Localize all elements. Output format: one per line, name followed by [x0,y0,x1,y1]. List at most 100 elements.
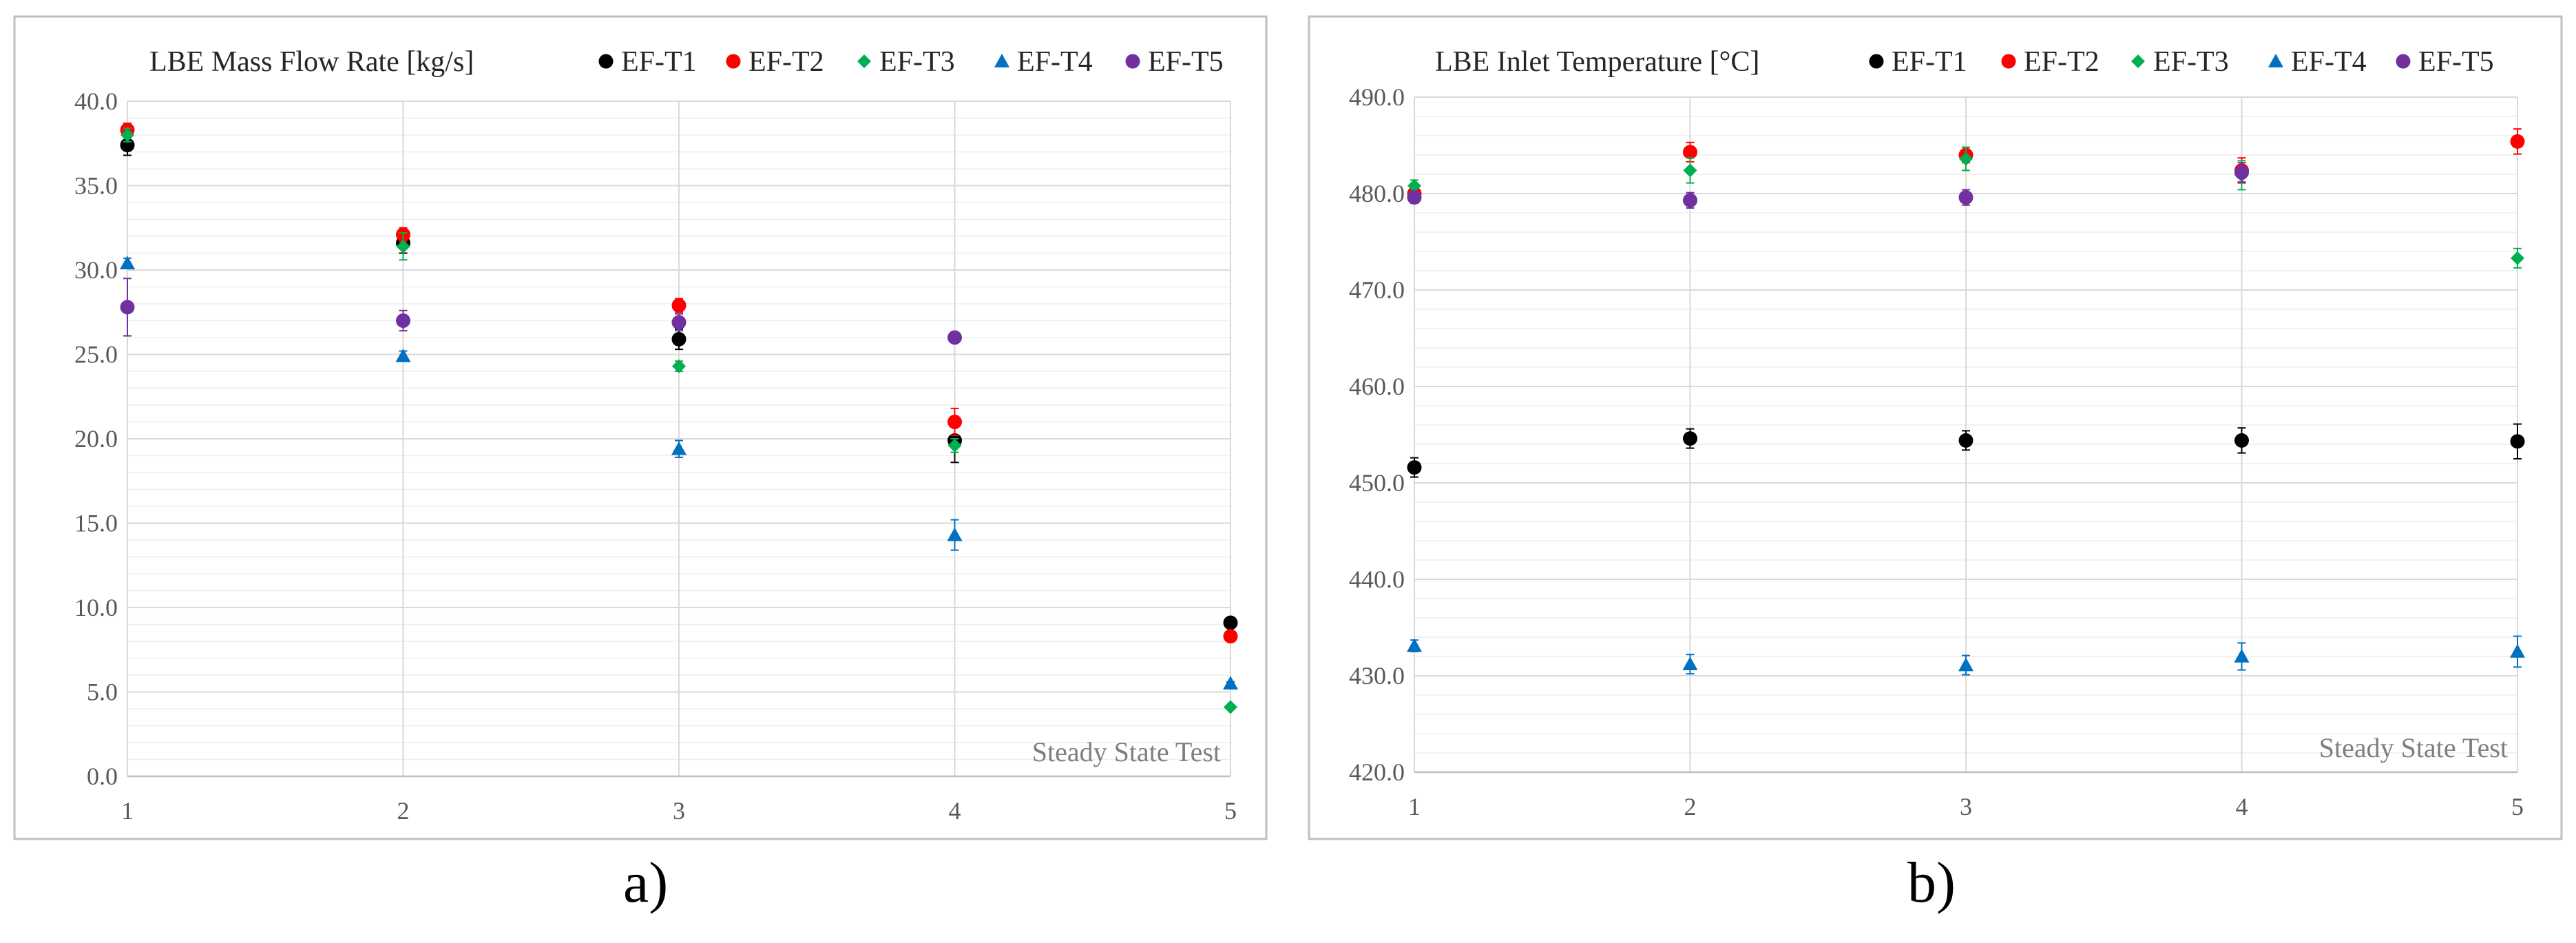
chartb-point-ef-t1 [1683,431,1697,446]
charta-point-ef-t3 [1224,700,1237,714]
charta-x-tick-label: 4 [949,797,961,825]
charta-point-ef-t1 [671,331,687,346]
charta-x-tick-label: 2 [397,797,410,825]
charta-legend-marker-ef-t5 [1125,54,1140,69]
chartb-point-ef-t2 [2510,134,2525,149]
chartb-series-ef-t1 [1407,423,2525,478]
chartb-point-ef-t2 [1683,145,1697,160]
charta-frame [13,15,1268,840]
chartb-legend-marker-ef-t3 [2131,54,2145,68]
chartb-y-tick-label: 480.0 [1349,180,1405,207]
chartb-x-tick-label: 2 [1684,793,1697,820]
charta-point-ef-t3 [396,239,410,253]
charta-point-ef-t5 [396,313,410,328]
chartb-legend-label: EF-T5 [2418,46,2494,78]
chartb-legend-label: EF-T2 [2024,46,2099,78]
chart-b: 420.0 430.0 440.0 450.0 460.0 470.0 480.0 490.0… [1295,0,2576,851]
chartb-point-ef-t4 [1407,638,1422,652]
charta-point-ef-t4 [120,256,135,269]
chart-a: 0.0 5.0 10.0 15.0 20.0 25.0 30.0 35.0 40.0 1 2 3 4 5 L… [0,0,1281,851]
charta-y-tick-label: 5.0 [87,678,118,706]
charta-legend-marker-ef-t4 [994,54,1009,68]
chartb-x-tick-label: 5 [2511,793,2524,820]
charta-legend-label: EF-T3 [879,46,955,78]
charta-point-ef-t3 [672,359,686,373]
charta-point-ef-t1 [1223,615,1238,630]
charta-y-tick-label: 35.0 [74,172,118,200]
charta-point-ef-t4 [1223,676,1238,690]
chartb-y-tick-label: 460.0 [1349,373,1405,400]
chartb-y-tick-label: 440.0 [1349,566,1405,593]
charta-legend-label: EF-T5 [1148,46,1224,78]
charta-y-tick-label: 15.0 [74,510,118,537]
charta-point-ef-t5 [671,315,687,330]
chartb-point-ef-t5 [1407,190,1422,205]
chartb-x-tick-label: 4 [2236,793,2248,820]
charta-x-tick-label: 5 [1224,797,1237,825]
charta-point-ef-t5 [120,300,135,315]
chartb-point-ef-t3 [1959,152,1973,166]
chartb-y-tick-label: 490.0 [1349,83,1405,111]
charta-legend-marker-ef-t3 [857,54,871,68]
charta-legend-label: EF-T4 [1017,46,1093,78]
chartb-y-tick-label: 420.0 [1349,758,1405,786]
chartb-point-ef-t4 [2510,644,2525,658]
charta-y-tick-label: 25.0 [74,341,118,369]
chartb-point-ef-t1 [1407,460,1422,475]
charta-series-ef-t4 [120,256,1238,690]
charta-point-ef-t3 [947,438,962,453]
charta-legend-marker-ef-t1 [598,54,614,69]
chartb-series-ef-t4 [1407,635,2525,676]
chartb-point-ef-t4 [1958,657,1973,672]
charta-title: LBE Mass Flow Rate [kg/s] [149,46,474,78]
charta-y-tick-label: 20.0 [74,425,118,453]
chartb-x-tick-label: 1 [1408,793,1421,820]
chartb-point-ef-t3 [2511,251,2524,265]
chartb-y-tick-label: 470.0 [1349,276,1405,304]
chartb-point-ef-t4 [1682,656,1698,670]
chartb-legend-marker-ef-t5 [2396,54,2411,69]
chartb-point-ef-t5 [1683,193,1697,208]
charta-legend-label: EF-T1 [621,46,697,78]
charta-legend-label: EF-T2 [748,46,824,78]
charta-point-ef-t4 [671,441,687,455]
chartb-point-ef-t1 [2510,434,2525,449]
chartb-point-ef-t3 [1683,163,1697,178]
chartb-legend-label: EF-T3 [2153,46,2229,78]
chartb-legend-label: EF-T4 [2291,46,2367,78]
charta-legend-marker-ef-t2 [726,54,741,69]
caption-b: b) [1907,851,1956,915]
charta-x-tick-label: 1 [121,797,134,825]
charta-y-tick-label: 0.0 [87,763,118,790]
charta-point-ef-t5 [947,330,962,345]
chartb-point-ef-t3 [1407,178,1421,193]
charta-series-ef-t5 [120,278,962,345]
charta-y-tick-label: 30.0 [74,256,118,284]
charta-point-ef-t4 [395,348,411,362]
charta-annotation: Steady State Test [1032,736,1221,767]
charta-y-tick-label: 40.0 [74,87,118,115]
chartb-point-ef-t1 [1958,433,1973,448]
charta-grid [127,101,1231,777]
chart-a-svg: 0.0 5.0 10.0 15.0 20.0 25.0 30.0 35.0 40.0 1 2 3 4 5 L… [13,15,1268,840]
chartb-series-ef-t5 [1407,162,2249,209]
chartb-point-ef-t1 [2234,433,2249,448]
chartb-legend-marker-ef-t2 [2001,54,2016,69]
chartb-title: LBE Inlet Temperature [°C] [1435,46,1759,78]
chartb-legend-label: EF-T1 [1892,46,1967,78]
charta-point-ef-t2 [947,415,962,429]
chartb-legend-marker-ef-t1 [1869,54,1884,69]
chartb-legend-marker-ef-t4 [2268,54,2283,68]
chartb-y-tick-label: 430.0 [1349,662,1405,690]
charta-point-ef-t2 [1223,629,1238,644]
charta-series-ef-t3 [121,127,1237,714]
chartb-frame [1308,15,2563,840]
caption-a: a) [623,851,669,915]
chartb-y-tick-label: 450.0 [1349,469,1405,497]
charta-point-ef-t2 [671,298,687,313]
chartb-point-ef-t5 [2234,165,2249,180]
chartb-x-tick-label: 3 [1960,793,1972,820]
chart-b-svg: 420.0 430.0 440.0 450.0 460.0 470.0 480.0 490.0… [1308,15,2563,840]
charta-point-ef-t3 [121,128,134,142]
charta-y-tick-label: 10.0 [74,594,118,621]
